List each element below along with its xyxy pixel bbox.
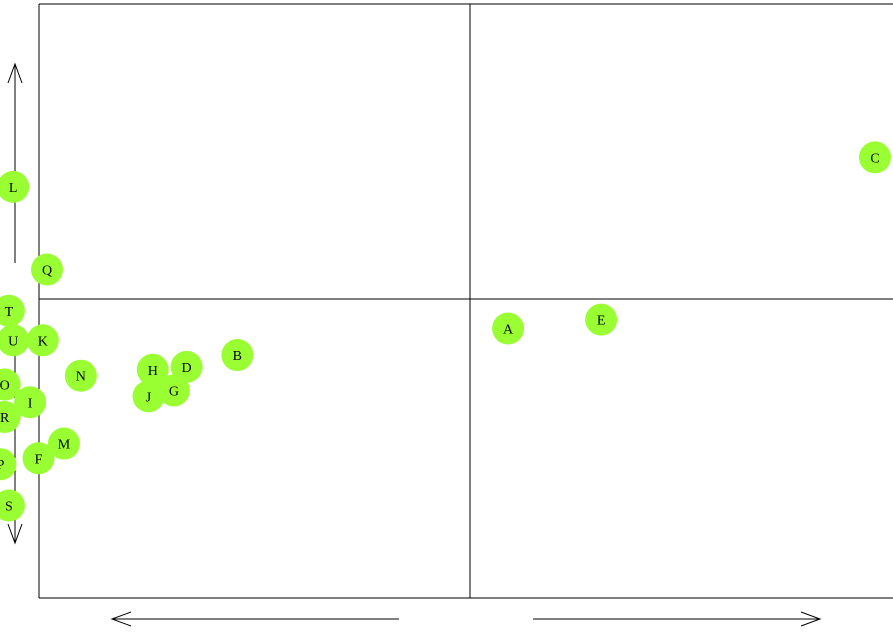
point-label: O: [0, 379, 10, 394]
point-n: N: [64, 359, 97, 392]
point-label: F: [35, 452, 43, 467]
point-marker: [859, 141, 891, 174]
point-h: H: [136, 353, 169, 386]
point-f: F: [22, 442, 55, 475]
point-a: A: [492, 312, 525, 345]
point-label: B: [233, 349, 242, 364]
point-marker: [157, 374, 190, 407]
point-marker: [585, 303, 618, 336]
point-marker: [64, 359, 97, 392]
point-b: B: [221, 339, 254, 372]
point-r: R: [0, 401, 21, 433]
point-marker: [0, 324, 30, 357]
point-d: D: [170, 350, 203, 383]
point-marker: [0, 368, 21, 401]
point-i: I: [14, 386, 47, 419]
plot-frame: [38, 3, 893, 599]
point-label: C: [870, 151, 879, 166]
point-label: N: [76, 370, 86, 385]
point-t: T: [0, 294, 25, 327]
point-l: L: [0, 170, 30, 203]
axis-arrows: [7, 62, 822, 627]
point-label: R: [0, 411, 10, 426]
point-label: P: [0, 458, 5, 473]
point-marker: [221, 339, 254, 372]
point-marker: [132, 380, 165, 413]
point-u: U: [0, 324, 30, 357]
point-k: K: [26, 324, 59, 357]
point-marker: [136, 353, 169, 386]
point-marker: [0, 170, 30, 203]
point-label: J: [146, 390, 152, 405]
point-label: H: [148, 364, 158, 379]
point-j: J: [132, 380, 165, 413]
point-marker: [0, 294, 25, 327]
point-marker: [170, 350, 203, 383]
point-label: M: [58, 438, 71, 453]
point-label: S: [5, 500, 13, 515]
point-marker: [47, 427, 80, 460]
point-label: G: [169, 384, 179, 399]
point-label: A: [503, 323, 514, 338]
point-label: K: [38, 334, 48, 349]
point-marker: [492, 312, 525, 345]
point-label: U: [8, 334, 18, 349]
point-label: E: [597, 314, 606, 329]
point-q: Q: [31, 253, 63, 286]
point-e: E: [585, 303, 618, 336]
point-g: G: [157, 374, 190, 407]
point-p: P: [0, 448, 17, 481]
point-label: D: [182, 361, 192, 376]
left-arrow-icon: [110, 611, 399, 627]
point-label: Q: [42, 264, 52, 279]
point-marker: [0, 489, 25, 522]
point-marker: [0, 448, 17, 481]
up-arrow-icon: [7, 62, 23, 263]
point-m: M: [47, 427, 80, 460]
right-arrow-icon: [533, 611, 822, 627]
point-o: O: [0, 368, 21, 401]
point-label: I: [28, 396, 33, 411]
point-label: L: [9, 181, 18, 196]
point-c: C: [859, 141, 891, 174]
point-label: T: [5, 305, 14, 320]
point-s: S: [0, 489, 25, 522]
point-marker: [0, 401, 21, 433]
point-marker: [22, 442, 55, 475]
point-marker: [26, 324, 59, 357]
point-marker: [31, 253, 63, 286]
point-marker: [14, 386, 47, 419]
